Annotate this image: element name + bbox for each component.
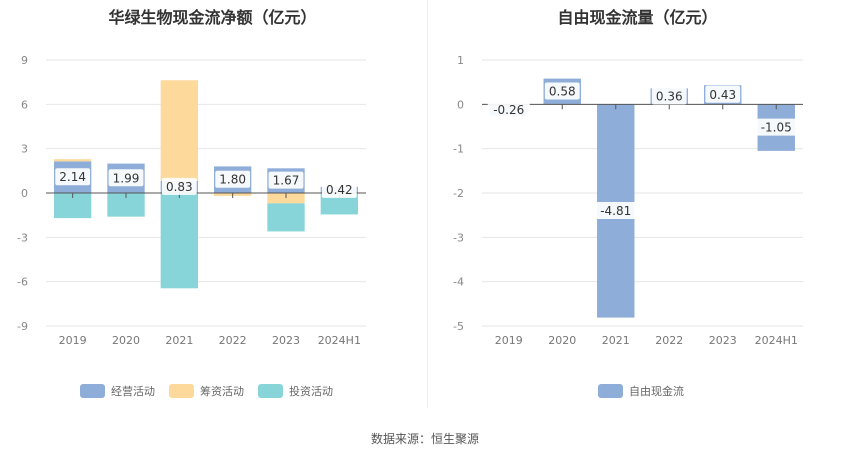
y-tick-label: -4 <box>453 276 464 289</box>
data-label-bg <box>755 118 798 136</box>
data-label-bg <box>705 85 741 103</box>
data-label-bg <box>651 87 687 105</box>
data-label: 0.36 <box>656 89 683 103</box>
legend-item-free-cash-flow[interactable]: 自由现金流 <box>598 383 684 399</box>
x-tick-label: 2024H1 <box>318 334 361 347</box>
x-tick-label: 2021 <box>602 334 630 347</box>
bar-2020-series-2 <box>107 193 145 217</box>
x-tick-label: 2020 <box>548 334 576 347</box>
bar-2023-series-1 <box>267 193 305 204</box>
data-label-bg <box>55 168 91 186</box>
data-label: 0.58 <box>549 84 576 98</box>
y-tick-label: -1 <box>453 143 464 156</box>
data-label-bg <box>268 171 304 189</box>
x-tick-label: 2024H1 <box>755 334 798 347</box>
data-label-bg <box>594 201 637 219</box>
cash-flow-legend: 经营活动 筹资活动 投资活动 <box>80 383 333 399</box>
data-label: 0.42 <box>326 183 353 197</box>
y-tick-label: 1 <box>457 54 464 67</box>
y-tick-label: 9 <box>21 54 28 67</box>
data-label-bg <box>161 177 197 195</box>
x-tick-label: 2022 <box>655 334 683 347</box>
y-tick-label: -3 <box>17 231 28 244</box>
y-tick-label: 0 <box>21 187 28 200</box>
legend-label-investing: 投资活动 <box>289 385 333 398</box>
x-tick-label: 2022 <box>219 334 247 347</box>
right-chart-title: 自由现金流量（亿元） <box>557 8 718 27</box>
data-label: -4.81 <box>600 204 631 218</box>
x-tick-label: 2020 <box>112 334 140 347</box>
x-tick-label: 2023 <box>709 334 737 347</box>
y-tick-label: -3 <box>453 231 464 244</box>
data-label-bg <box>321 180 357 198</box>
data-source: 数据来源：恒生聚源 <box>370 432 479 446</box>
legend-item-investing[interactable]: 投资活动 <box>258 383 333 399</box>
bar-2019-series-1 <box>54 159 92 162</box>
y-tick-label: 0 <box>457 98 464 111</box>
data-label-bg <box>108 169 144 187</box>
y-tick-label: -5 <box>453 320 464 333</box>
data-label: -0.26 <box>493 103 524 117</box>
data-label: 1.99 <box>113 171 140 185</box>
x-tick-label: 2021 <box>165 334 193 347</box>
legend-label-operating: 经营活动 <box>111 385 155 398</box>
legend-swatch-investing <box>258 384 283 398</box>
data-label: 0.83 <box>166 180 193 194</box>
free-cash-flow-legend: 自由现金流 <box>598 383 684 399</box>
legend-item-financing[interactable]: 筹资活动 <box>169 383 244 399</box>
y-tick-label: 6 <box>21 98 28 111</box>
bar-2024H1-series-2 <box>320 193 358 215</box>
legend-label-free-cash-flow: 自由现金流 <box>629 385 684 398</box>
x-tick-label: 2019 <box>495 334 523 347</box>
y-tick-label: 3 <box>21 143 28 156</box>
data-label-bg <box>544 82 580 100</box>
left-chart-title: 华绿生物现金流净额（亿元） <box>108 8 317 27</box>
data-label: 1.80 <box>219 173 246 187</box>
bar-2021-series-1 <box>160 80 198 181</box>
legend-item-operating[interactable]: 经营活动 <box>80 383 155 399</box>
data-label-bg <box>215 170 251 188</box>
bar-2021-series-2 <box>160 193 198 289</box>
data-label: 2.14 <box>59 170 86 184</box>
legend-swatch-free-cash-flow <box>598 384 623 398</box>
free-cash-flow-chart: -5 -4 -3 -2 -1 0 1 2019 2020 2021 2022 2023 2024H1 -0… <box>453 54 803 347</box>
cash-flow-chart: -9 -6 -3 0 3 6 9 2019 2020 2021 2022 2023 2024H1 2.14… <box>17 54 366 347</box>
x-tick-label: 2019 <box>59 334 87 347</box>
chart-divider <box>427 0 428 408</box>
data-label: 1.67 <box>273 174 300 188</box>
data-label: -1.05 <box>761 121 792 135</box>
y-tick-label: -9 <box>17 320 28 333</box>
legend-label-financing: 筹资活动 <box>200 385 244 398</box>
x-tick-label: 2023 <box>272 334 300 347</box>
legend-swatch-financing <box>169 384 194 398</box>
legend-swatch-operating <box>80 384 105 398</box>
bar-2023-series-2 <box>267 203 305 232</box>
y-tick-label: -6 <box>17 276 28 289</box>
data-label-bg <box>487 101 530 119</box>
y-tick-label: -2 <box>453 187 464 200</box>
data-label: 0.43 <box>709 88 736 102</box>
